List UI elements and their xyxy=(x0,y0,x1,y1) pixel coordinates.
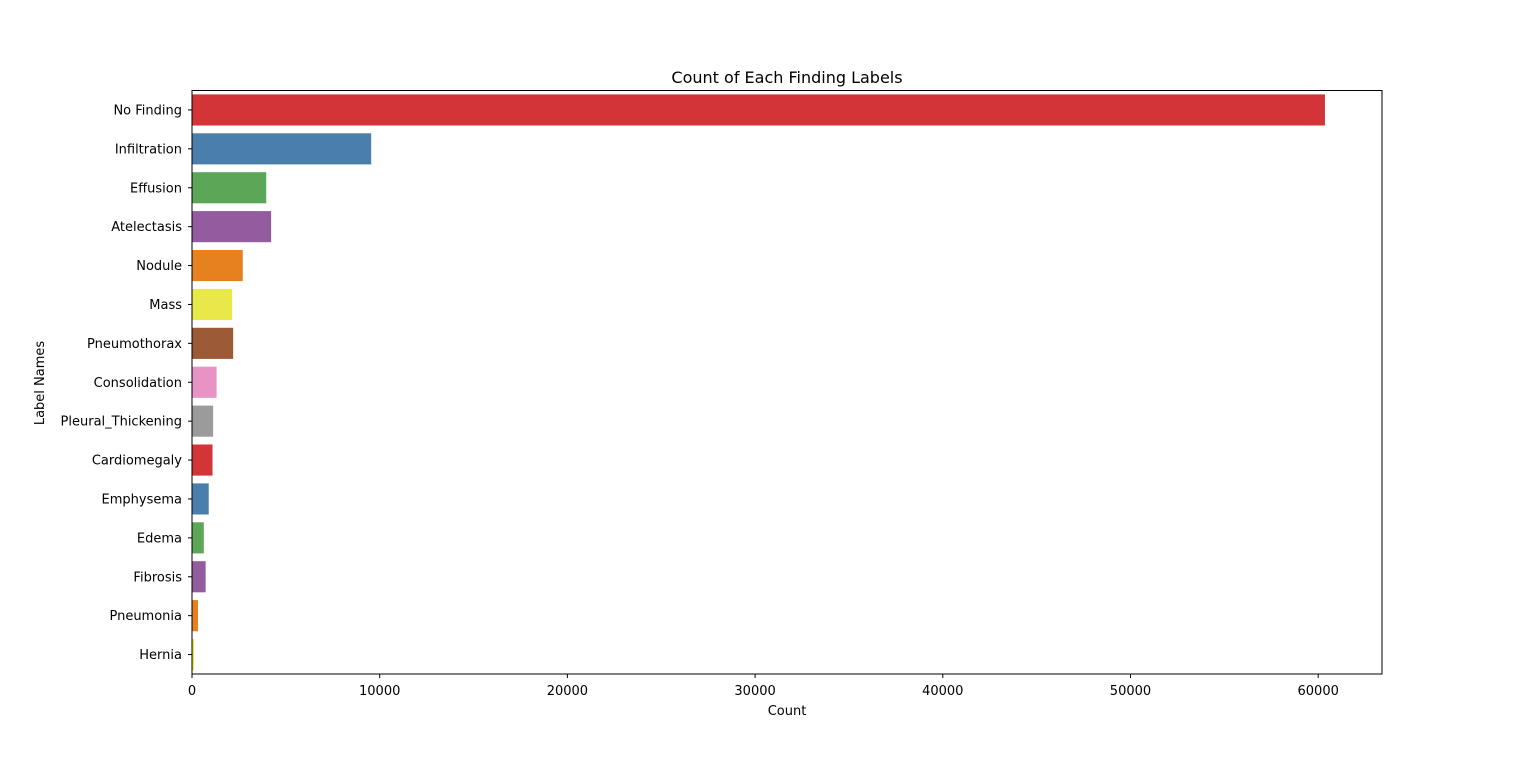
bar-pleural-thickening xyxy=(192,405,214,437)
y-tick-label: Atelectasis xyxy=(111,220,182,235)
y-tick-label: Effusion xyxy=(130,181,182,196)
bar-infiltration xyxy=(192,133,372,165)
bars-group xyxy=(192,94,1325,671)
x-tick-label: 40000 xyxy=(922,684,963,699)
bar-edema xyxy=(192,522,204,554)
bar-fibrosis xyxy=(192,561,206,593)
x-axis-label: Count xyxy=(768,704,807,719)
x-tick-label: 50000 xyxy=(1110,684,1151,699)
bar-mass xyxy=(192,288,233,321)
x-axis-ticks: 0 10000 20000 30000 40000 50000 60000 xyxy=(188,674,1339,699)
y-tick-label: Nodule xyxy=(136,259,182,274)
y-axis-ticks: No Finding Infiltration Effusion Atelectasi… xyxy=(61,103,192,663)
bar-pneumothorax xyxy=(192,327,234,359)
y-tick-label: Fibrosis xyxy=(133,570,182,585)
x-tick-label: 30000 xyxy=(734,684,775,699)
x-tick-label: 60000 xyxy=(1298,684,1339,699)
y-tick-label: Cardiomegaly xyxy=(92,454,182,469)
y-tick-label: No Finding xyxy=(113,103,182,118)
bar-cardiomegaly xyxy=(192,444,213,476)
bar-effusion xyxy=(192,172,267,204)
bar-emphysema xyxy=(192,483,209,515)
bar-pneumonia xyxy=(192,600,199,632)
plot-frame xyxy=(191,90,1383,675)
y-tick-label: Consolidation xyxy=(94,376,182,391)
y-tick-label: Mass xyxy=(149,298,182,313)
y-tick-label: Edema xyxy=(137,531,182,546)
x-tick-label: 0 xyxy=(188,684,196,699)
y-tick-label: Pneumothorax xyxy=(87,337,182,352)
bar-hernia xyxy=(192,638,195,671)
y-axis-label: Label Names xyxy=(33,341,48,426)
x-tick-label: 20000 xyxy=(547,684,588,699)
chart-title: Count of Each Finding Labels xyxy=(671,68,902,87)
bar-no-finding xyxy=(192,94,1325,126)
bar-consolidation xyxy=(192,366,217,398)
y-tick-label: Emphysema xyxy=(102,492,182,507)
bar-nodule xyxy=(192,249,243,282)
y-tick-label: Pneumonia xyxy=(109,609,182,624)
y-tick-label: Hernia xyxy=(139,648,182,663)
y-tick-label: Infiltration xyxy=(115,142,182,157)
y-tick-label: Pleural_Thickening xyxy=(61,415,182,430)
x-tick-label: 10000 xyxy=(359,684,400,699)
bar-atelectasis xyxy=(192,211,272,243)
